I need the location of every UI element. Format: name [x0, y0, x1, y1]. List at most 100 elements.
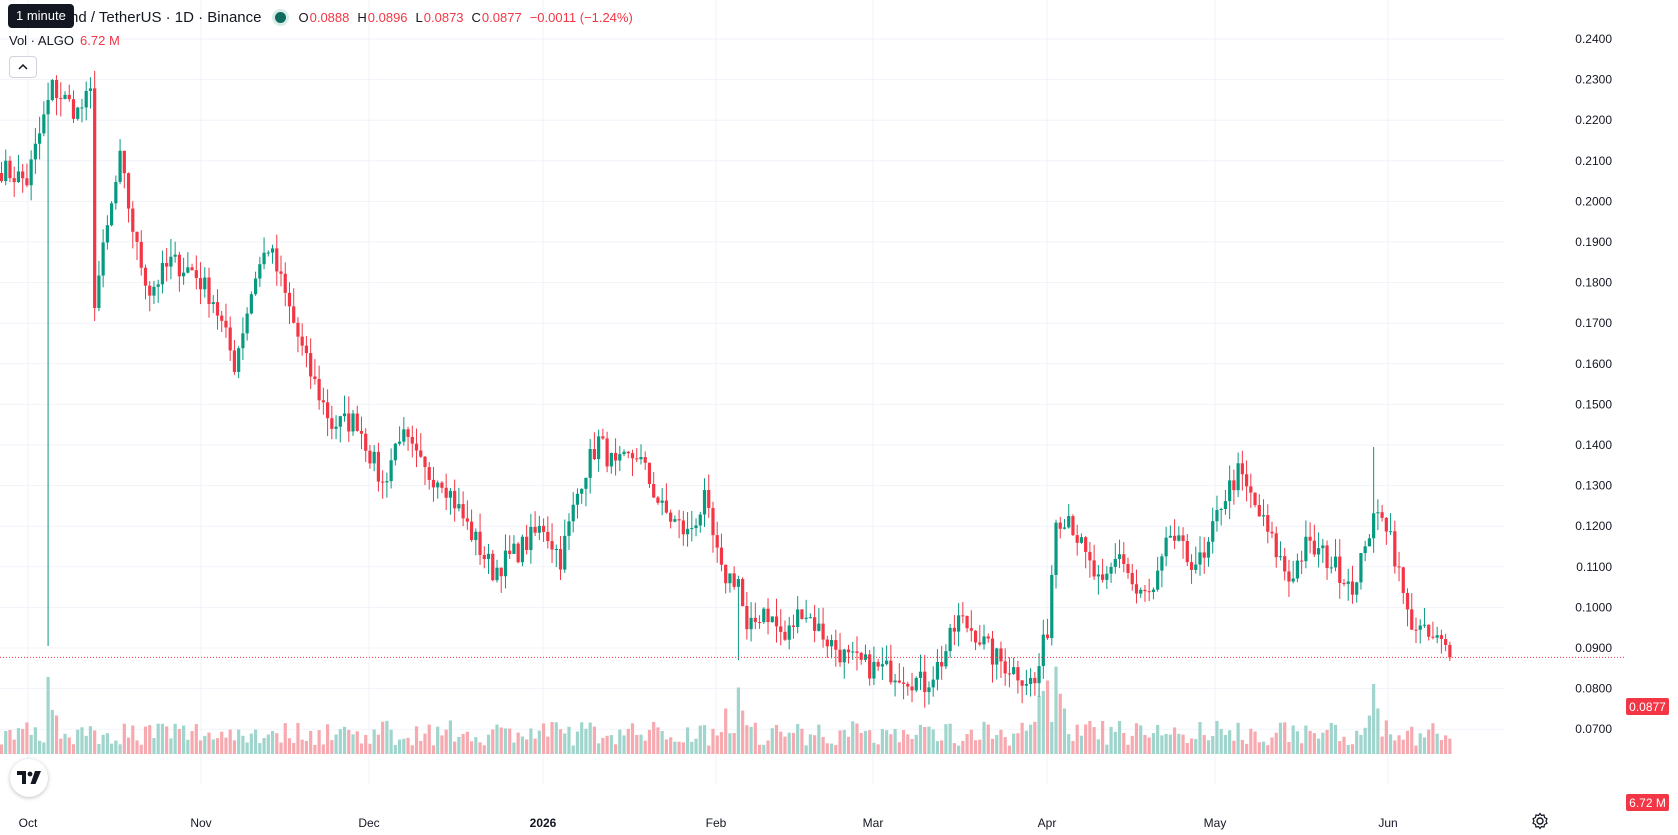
- candle-body: [423, 456, 427, 468]
- volume-bar: [618, 729, 622, 754]
- volume-bar: [29, 734, 33, 754]
- volume-value: 6.72 M: [80, 33, 120, 48]
- volume-bar: [1376, 708, 1380, 754]
- candle-body: [796, 609, 800, 627]
- volume-bar: [173, 723, 177, 754]
- candle-body: [1037, 666, 1041, 684]
- candle-body: [436, 482, 440, 488]
- candle-body: [1312, 540, 1316, 555]
- candle-body: [76, 107, 80, 119]
- candle-body: [1236, 463, 1240, 491]
- volume-bar: [719, 732, 724, 754]
- volume-bar: [567, 726, 571, 754]
- volume-bar: [93, 730, 97, 754]
- volume-bar: [1206, 740, 1211, 754]
- close-value: 0.0877: [481, 9, 522, 25]
- candle-body: [529, 526, 533, 551]
- axis-badges: 0.0877 6.72 M: [1626, 698, 1669, 811]
- volume-bar: [804, 745, 808, 754]
- collapse-legend-button[interactable]: [9, 56, 37, 78]
- volume-bar: [275, 733, 279, 754]
- candle-body: [194, 270, 198, 279]
- candle-body: [1105, 573, 1109, 580]
- candle-body: [1126, 563, 1130, 573]
- candle-body: [1431, 636, 1435, 638]
- candle-body: [1283, 556, 1287, 572]
- candle-body: [719, 547, 724, 565]
- volume-bar: [270, 731, 275, 754]
- candle-body: [859, 652, 863, 660]
- volume-bar: [1219, 728, 1223, 754]
- volume-bar: [597, 743, 601, 754]
- volume-bar: [516, 732, 520, 754]
- candle-body: [135, 231, 139, 242]
- candle-body: [228, 327, 232, 351]
- candle-body: [0, 172, 4, 182]
- candle-body: [1321, 545, 1325, 549]
- candle-body: [1172, 535, 1177, 541]
- volume-bar: [859, 732, 863, 754]
- volume-bar: [1088, 721, 1092, 754]
- candle-body: [309, 353, 313, 377]
- volume-bar: [16, 728, 21, 754]
- volume-bar: [1079, 735, 1084, 754]
- symbol-legend: nd / TetherUS · 1D · Binance O 0.0888 H 0.…: [10, 8, 641, 26]
- candle-body: [342, 413, 347, 417]
- volume-legend[interactable]: Vol · ALGO 6.72 M: [9, 33, 120, 48]
- volume-bar: [940, 740, 944, 754]
- candle-body: [8, 160, 12, 179]
- candle-body: [1355, 582, 1359, 595]
- volume-bar: [622, 735, 626, 754]
- market-status-icon[interactable]: [275, 11, 287, 23]
- volume-bar: [21, 728, 25, 754]
- volume-bar: [1003, 737, 1007, 754]
- candle-body: [753, 617, 757, 623]
- volume-bar: [198, 740, 203, 754]
- volume-label: Vol · ALGO: [9, 33, 75, 48]
- candle-body: [990, 638, 995, 665]
- candle-body: [1287, 571, 1291, 582]
- candle-body: [1372, 513, 1376, 539]
- candle-body: [1020, 680, 1024, 686]
- volume-bar: [935, 741, 940, 754]
- candle-body: [986, 636, 990, 639]
- candle-body: [630, 453, 635, 459]
- candle-body: [741, 579, 745, 607]
- volume-bar: [1139, 725, 1143, 754]
- candle-body: [1346, 581, 1350, 584]
- volume-bar: [681, 742, 685, 754]
- candle-body: [1045, 634, 1050, 639]
- volume-bar: [67, 737, 71, 754]
- candle-body: [558, 548, 563, 570]
- tradingview-logo[interactable]: [10, 759, 48, 797]
- settings-gear-icon[interactable]: [1531, 812, 1549, 830]
- volume-bar: [948, 723, 952, 754]
- candle-body: [1050, 574, 1054, 639]
- symbol-title[interactable]: nd / TetherUS · 1D · Binance: [70, 8, 262, 26]
- candle-body: [533, 526, 537, 533]
- candle-body: [563, 535, 567, 570]
- volume-bar: [1359, 734, 1363, 754]
- price-tick-label: 0.1400: [1575, 438, 1612, 452]
- candle-body: [541, 525, 546, 532]
- candle-body: [842, 649, 846, 663]
- volume-bar: [952, 743, 956, 754]
- volume-bar: [393, 744, 397, 754]
- candle-body: [1418, 625, 1422, 630]
- volume-bar: [1130, 735, 1134, 754]
- volume-bar: [580, 722, 584, 754]
- candle-body: [567, 521, 571, 536]
- volume-bar: [673, 741, 677, 754]
- volume-bar: [1300, 743, 1304, 754]
- volume-bar: [554, 722, 558, 754]
- candle-body: [707, 490, 711, 509]
- volume-badge-bg: [1626, 794, 1669, 811]
- candle-body: [359, 430, 364, 434]
- price-tick-label: 0.2200: [1575, 113, 1612, 127]
- candle-body: [745, 606, 749, 630]
- candle-body: [868, 654, 872, 679]
- volume-bar: [1274, 732, 1278, 754]
- volume-bar: [872, 742, 876, 754]
- volume-bar: [101, 734, 105, 754]
